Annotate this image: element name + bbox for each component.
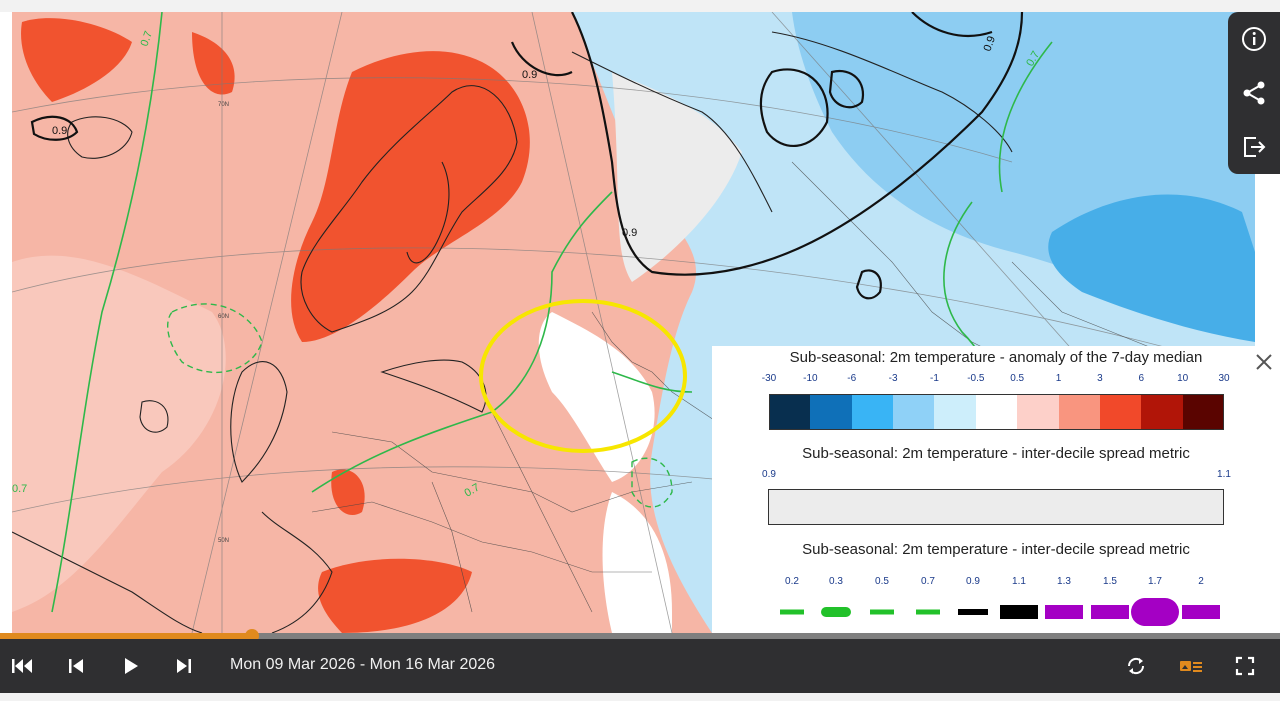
export-button[interactable] [1236,129,1272,165]
anomaly-legend-title: Sub-seasonal: 2m temperature - anomaly o… [789,349,1203,366]
graticule [12,12,1255,633]
anomaly-color-swatch [893,394,935,430]
anomaly-color-swatch [851,394,894,430]
anomaly-color-swatch [810,394,853,430]
spread-tick-label: 0.9 [966,576,980,587]
spread-tick-label: 1.3 [1057,576,1071,587]
north-atlantic-warm-patch [192,32,235,95]
latitude-label-group: 70N 60N 50N [218,102,229,544]
loop-icon [1127,657,1145,675]
strong-cold-region [1048,194,1255,342]
spread-contours-green-dashed [166,303,673,508]
legend-toggle-icon [1180,661,1202,672]
anomaly-tick-label: 10 [1177,373,1189,384]
neutral-zone-south [602,492,672,633]
anomaly-tick-label: -1 [930,373,939,384]
bottom-border [0,693,1280,701]
contour-label: 0.7 [12,483,27,495]
neutral-zone-north [612,72,742,282]
highlight-ellipse [479,299,687,453]
loop-button[interactable] [1121,651,1151,681]
spread-tick-label: 0.5 [875,576,889,587]
skip-to-start-icon [12,659,32,673]
lat-label-50n: 50N [218,538,229,544]
spread-tick-label: 1.5 [1103,576,1117,587]
fullscreen-icon [1235,656,1255,676]
anomaly-color-swatch [1099,394,1142,430]
anomaly-tick-label: 3 [1097,373,1103,384]
previous-step-button[interactable] [61,651,91,681]
anomaly-tick-label: -10 [803,373,818,384]
contour-label: 0.9 [52,125,67,137]
spread-legend-title: Sub-seasonal: 2m temperature - inter-dec… [802,445,1190,462]
anomaly-color-swatch [1017,394,1060,430]
date-range-label: Mon 09 Mar 2026 - Mon 16 Mar 2026 [230,656,496,673]
spread-lines-legend-title: Sub-seasonal: 2m temperature - inter-dec… [802,541,1190,558]
central-europe-warm-patch [331,469,365,516]
anomaly-tick-label: -0.5 [967,373,985,384]
spread-color-bar [768,489,1224,525]
share-button[interactable] [1236,75,1272,111]
close-icon[interactable] [1254,352,1274,372]
anomaly-tick-label: 6 [1138,373,1145,384]
legend-toggle-button[interactable] [1176,651,1206,681]
anomaly-color-swatch [1058,394,1101,430]
lat-label-70n: 70N [218,102,229,108]
spread-tick-label: 0.2 [785,576,799,587]
contour-label: 0.9 [522,69,537,81]
contour-label: 0.9 [982,35,999,53]
previous-step-icon [69,659,83,673]
anomaly-tick-label: -6 [847,373,857,384]
anomaly-color-swatch [1141,394,1184,430]
spread-tick-label: 2 [1198,576,1204,587]
spread-range-max: 1.1 [1217,469,1231,480]
spread-tick-label: 1.1 [1012,576,1026,587]
neutral-zone-central [538,312,655,482]
side-toolbar [1228,12,1280,174]
anomaly-color-swatch [769,394,811,430]
spread-tick-label: 1.7 [1148,576,1162,587]
play-icon [125,658,138,674]
spread-contours-black [30,12,1024,300]
export-icon [1244,137,1266,157]
share-icon [1243,81,1265,105]
coastlines [12,31,1013,633]
info-icon [1242,27,1266,51]
anomaly-color-swatch [1182,394,1225,430]
top-border [0,0,1280,12]
spread-tick-label: 0.3 [829,576,843,587]
anomaly-tick-label: 0.5 [1010,373,1025,384]
anomaly-tick-label: 30 [1218,373,1230,384]
iceland-warm-region [21,18,133,103]
scandinavia-warm-region [291,51,530,342]
anomaly-color-swatch [975,394,1018,430]
info-button[interactable] [1236,21,1272,57]
player-controls: Mon 09 Mar 2026 - Mon 16 Mar 2026 [0,639,1280,693]
balkan-warm-region [318,558,472,633]
contour-label: 0.9 [622,227,637,239]
next-step-button[interactable] [169,651,199,681]
fullscreen-button[interactable] [1230,651,1260,681]
spread-tick-label: 0.7 [921,576,935,587]
timeline-fill [0,633,253,639]
spread-range-min: 0.9 [762,469,776,480]
anomaly-tick-label: 1 [1055,373,1062,384]
skip-to-start-button[interactable] [7,651,37,681]
next-step-icon [177,659,191,673]
play-button[interactable] [116,651,146,681]
lat-label-60n: 60N [218,314,229,320]
anomaly-tick-label: -3 [888,373,898,384]
anomaly-color-swatch [934,394,977,430]
anomaly-tick-label: -30 [761,373,777,384]
contour-label: 0.7 [139,30,156,48]
